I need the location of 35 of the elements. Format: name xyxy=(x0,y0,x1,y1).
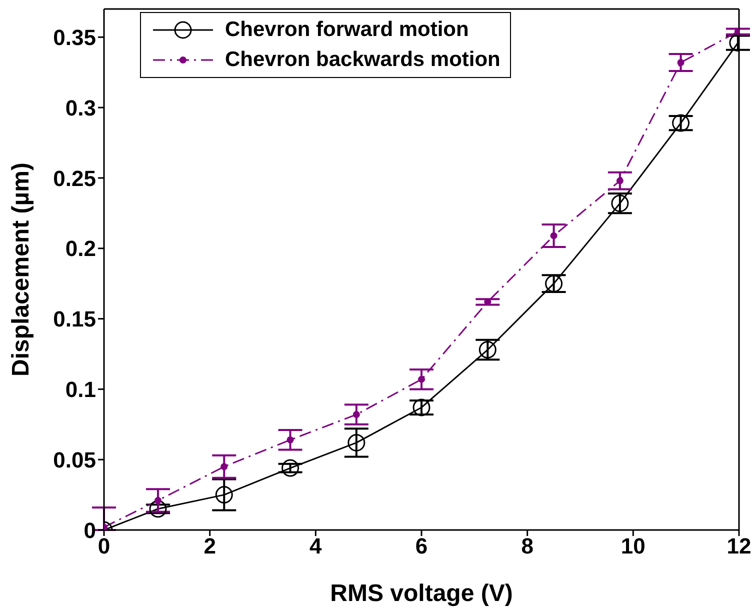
y-tick-label: 0 xyxy=(84,518,96,543)
point xyxy=(677,59,684,66)
point xyxy=(348,434,366,452)
y-tick-label: 0.2 xyxy=(65,236,96,262)
point xyxy=(215,486,233,504)
x-tick-label: 12 xyxy=(726,534,752,559)
y-tick-label: 0.05 xyxy=(53,447,96,472)
point xyxy=(154,496,162,504)
legend-label: Chevron backwards motion xyxy=(225,48,500,72)
point xyxy=(611,194,629,212)
point xyxy=(149,500,167,518)
x-tick-label: 10 xyxy=(620,534,646,559)
x-tick-label: 6 xyxy=(415,534,428,559)
point xyxy=(672,114,690,132)
point xyxy=(478,341,496,359)
point xyxy=(412,398,430,416)
y-tick-label: 0.1 xyxy=(65,377,96,402)
point xyxy=(418,376,425,383)
y-axis-title: Displacement (µm) xyxy=(8,162,35,376)
y-tick-label: 0.25 xyxy=(53,166,96,191)
x-axis-title: RMS voltage (V) xyxy=(330,580,513,607)
y-tick-label: 0.3 xyxy=(65,95,96,120)
point xyxy=(545,274,563,292)
x-tick-label: 2 xyxy=(204,534,216,559)
point xyxy=(550,232,558,240)
point xyxy=(220,463,228,470)
legend-label: Chevron forward motion xyxy=(225,18,469,42)
x-tick-label: 4 xyxy=(310,534,323,559)
point xyxy=(352,411,360,418)
y-tick-label: 0.35 xyxy=(53,24,96,50)
x-tick-label: 8 xyxy=(521,534,534,559)
y-tick-label: 0.15 xyxy=(53,306,96,332)
point xyxy=(282,459,300,477)
point xyxy=(616,177,624,184)
point xyxy=(286,436,294,444)
